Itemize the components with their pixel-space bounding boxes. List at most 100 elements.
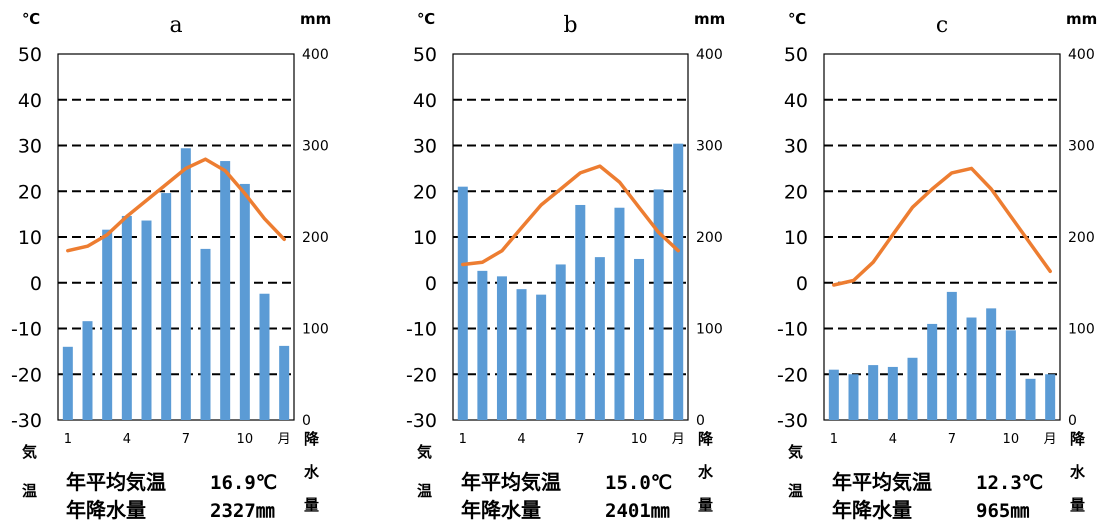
temperature-line bbox=[461, 164, 680, 267]
month-tick-label: 1 bbox=[459, 432, 467, 447]
precip-tick-label: 0 bbox=[302, 413, 311, 429]
precip-bar bbox=[536, 294, 547, 420]
precip-axis-label: 水 bbox=[304, 463, 320, 481]
precip-tick-label: 200 bbox=[302, 230, 329, 246]
precip-bar bbox=[477, 270, 488, 420]
precip-tick-label: 100 bbox=[302, 322, 329, 338]
temp-tick-label: 10 bbox=[784, 227, 808, 249]
precip-unit-label: mm bbox=[694, 10, 725, 28]
month-tick-label: 4 bbox=[123, 432, 131, 447]
precip-axis-label: 量 bbox=[698, 496, 713, 514]
temp-tick-label: 50 bbox=[413, 44, 437, 66]
precip-axis-label: 量 bbox=[304, 496, 319, 514]
temp-tick-label: 50 bbox=[18, 44, 42, 66]
precip-bar bbox=[1005, 330, 1016, 420]
precip-bar bbox=[259, 293, 270, 420]
precip-tick-label: 300 bbox=[696, 139, 723, 155]
temperature-line bbox=[832, 166, 1052, 287]
stat-value: 12.3℃ bbox=[976, 472, 1043, 494]
precip-bar bbox=[848, 374, 859, 420]
stat-label: 年平均気温 bbox=[461, 470, 561, 494]
month-tick-label: 1 bbox=[830, 432, 838, 447]
precip-tick-label: 400 bbox=[1068, 47, 1095, 63]
stat-value: 2327㎜ bbox=[210, 500, 275, 522]
month-tick-label: 7 bbox=[182, 432, 190, 447]
stat-label: 年平均気温 bbox=[66, 470, 166, 494]
precip-bar bbox=[457, 186, 468, 420]
temp-tick-label: 0 bbox=[425, 273, 437, 295]
temp-tick-label: -30 bbox=[777, 410, 808, 432]
stat-value: 2401㎜ bbox=[605, 500, 670, 522]
stat-value: 965㎜ bbox=[976, 500, 1029, 522]
precip-bar bbox=[161, 193, 172, 420]
temp-axis-label: 気 bbox=[22, 443, 37, 461]
temp-tick-label: 40 bbox=[18, 90, 42, 112]
temp-tick-label: 0 bbox=[30, 273, 42, 295]
temp-axis-label: 温 bbox=[22, 482, 37, 500]
month-tick-label: 10 bbox=[237, 432, 254, 447]
precip-bar bbox=[946, 291, 957, 420]
month-tick-label: 4 bbox=[517, 432, 525, 447]
precip-axis-label: 降 bbox=[304, 430, 320, 448]
temp-axis-label: 温 bbox=[788, 482, 803, 500]
temp-tick-label: 10 bbox=[18, 227, 42, 249]
precip-tick-label: 0 bbox=[696, 413, 705, 429]
temp-unit-label: ℃ bbox=[788, 10, 806, 28]
month-tick-label: 10 bbox=[631, 432, 648, 447]
temp-tick-label: 30 bbox=[18, 136, 42, 158]
temp-tick-label: -10 bbox=[11, 319, 42, 341]
temp-tick-label: 20 bbox=[18, 181, 42, 203]
temp-tick-label: 40 bbox=[413, 90, 437, 112]
temp-tick-label: -30 bbox=[11, 410, 42, 432]
precip-bar bbox=[516, 289, 527, 420]
precip-axis-label: 降 bbox=[698, 430, 714, 448]
temp-axis-label: 温 bbox=[417, 482, 432, 500]
temp-unit-label: ℃ bbox=[22, 10, 40, 28]
precip-bar bbox=[673, 143, 684, 421]
chart-title: c bbox=[936, 13, 948, 38]
precip-tick-label: 0 bbox=[1068, 413, 1077, 429]
temp-axis-label: 気 bbox=[417, 443, 432, 461]
precip-bar bbox=[180, 148, 191, 420]
precip-bar bbox=[828, 369, 839, 420]
month-tick-label: 1 bbox=[64, 432, 72, 447]
precip-tick-label: 400 bbox=[302, 47, 329, 63]
temp-tick-label: 20 bbox=[413, 181, 437, 203]
temp-tick-label: 0 bbox=[796, 273, 808, 295]
precip-axis-label: 降 bbox=[1070, 430, 1086, 448]
precip-bar bbox=[102, 229, 113, 420]
precip-bar bbox=[966, 317, 977, 420]
precip-bar bbox=[907, 357, 918, 420]
stat-label: 年降水量 bbox=[461, 498, 541, 522]
stat-label: 年平均気温 bbox=[832, 470, 932, 494]
temp-tick-label: -20 bbox=[406, 364, 437, 386]
stat-label: 年降水量 bbox=[66, 498, 146, 522]
precip-tick-label: 200 bbox=[696, 230, 723, 246]
stat-value: 16.9℃ bbox=[210, 472, 277, 494]
precip-axis-label: 水 bbox=[698, 463, 714, 481]
precip-bar bbox=[220, 161, 231, 420]
precip-unit-label: mm bbox=[1066, 10, 1097, 28]
precip-unit-label: mm bbox=[300, 10, 331, 28]
temp-tick-label: 30 bbox=[413, 136, 437, 158]
precip-bar bbox=[1045, 374, 1056, 420]
precip-bar bbox=[279, 345, 290, 420]
precip-bar bbox=[653, 189, 664, 420]
temp-axis-label: 気 bbox=[788, 443, 803, 461]
month-tick-label: 月 bbox=[672, 432, 685, 447]
precip-bar bbox=[141, 220, 152, 420]
precip-bar bbox=[496, 276, 507, 420]
precip-bar bbox=[614, 207, 625, 420]
stat-label: 年降水量 bbox=[832, 498, 912, 522]
precip-tick-label: 100 bbox=[1068, 322, 1095, 338]
precip-tick-label: 300 bbox=[1068, 139, 1095, 155]
temp-tick-label: 50 bbox=[784, 44, 808, 66]
precip-bar bbox=[575, 204, 586, 420]
precip-bar bbox=[1025, 378, 1036, 420]
precip-bar bbox=[239, 183, 250, 420]
precip-bar bbox=[62, 346, 73, 420]
chart-title: b bbox=[563, 13, 577, 38]
month-tick-label: 月 bbox=[278, 432, 291, 447]
